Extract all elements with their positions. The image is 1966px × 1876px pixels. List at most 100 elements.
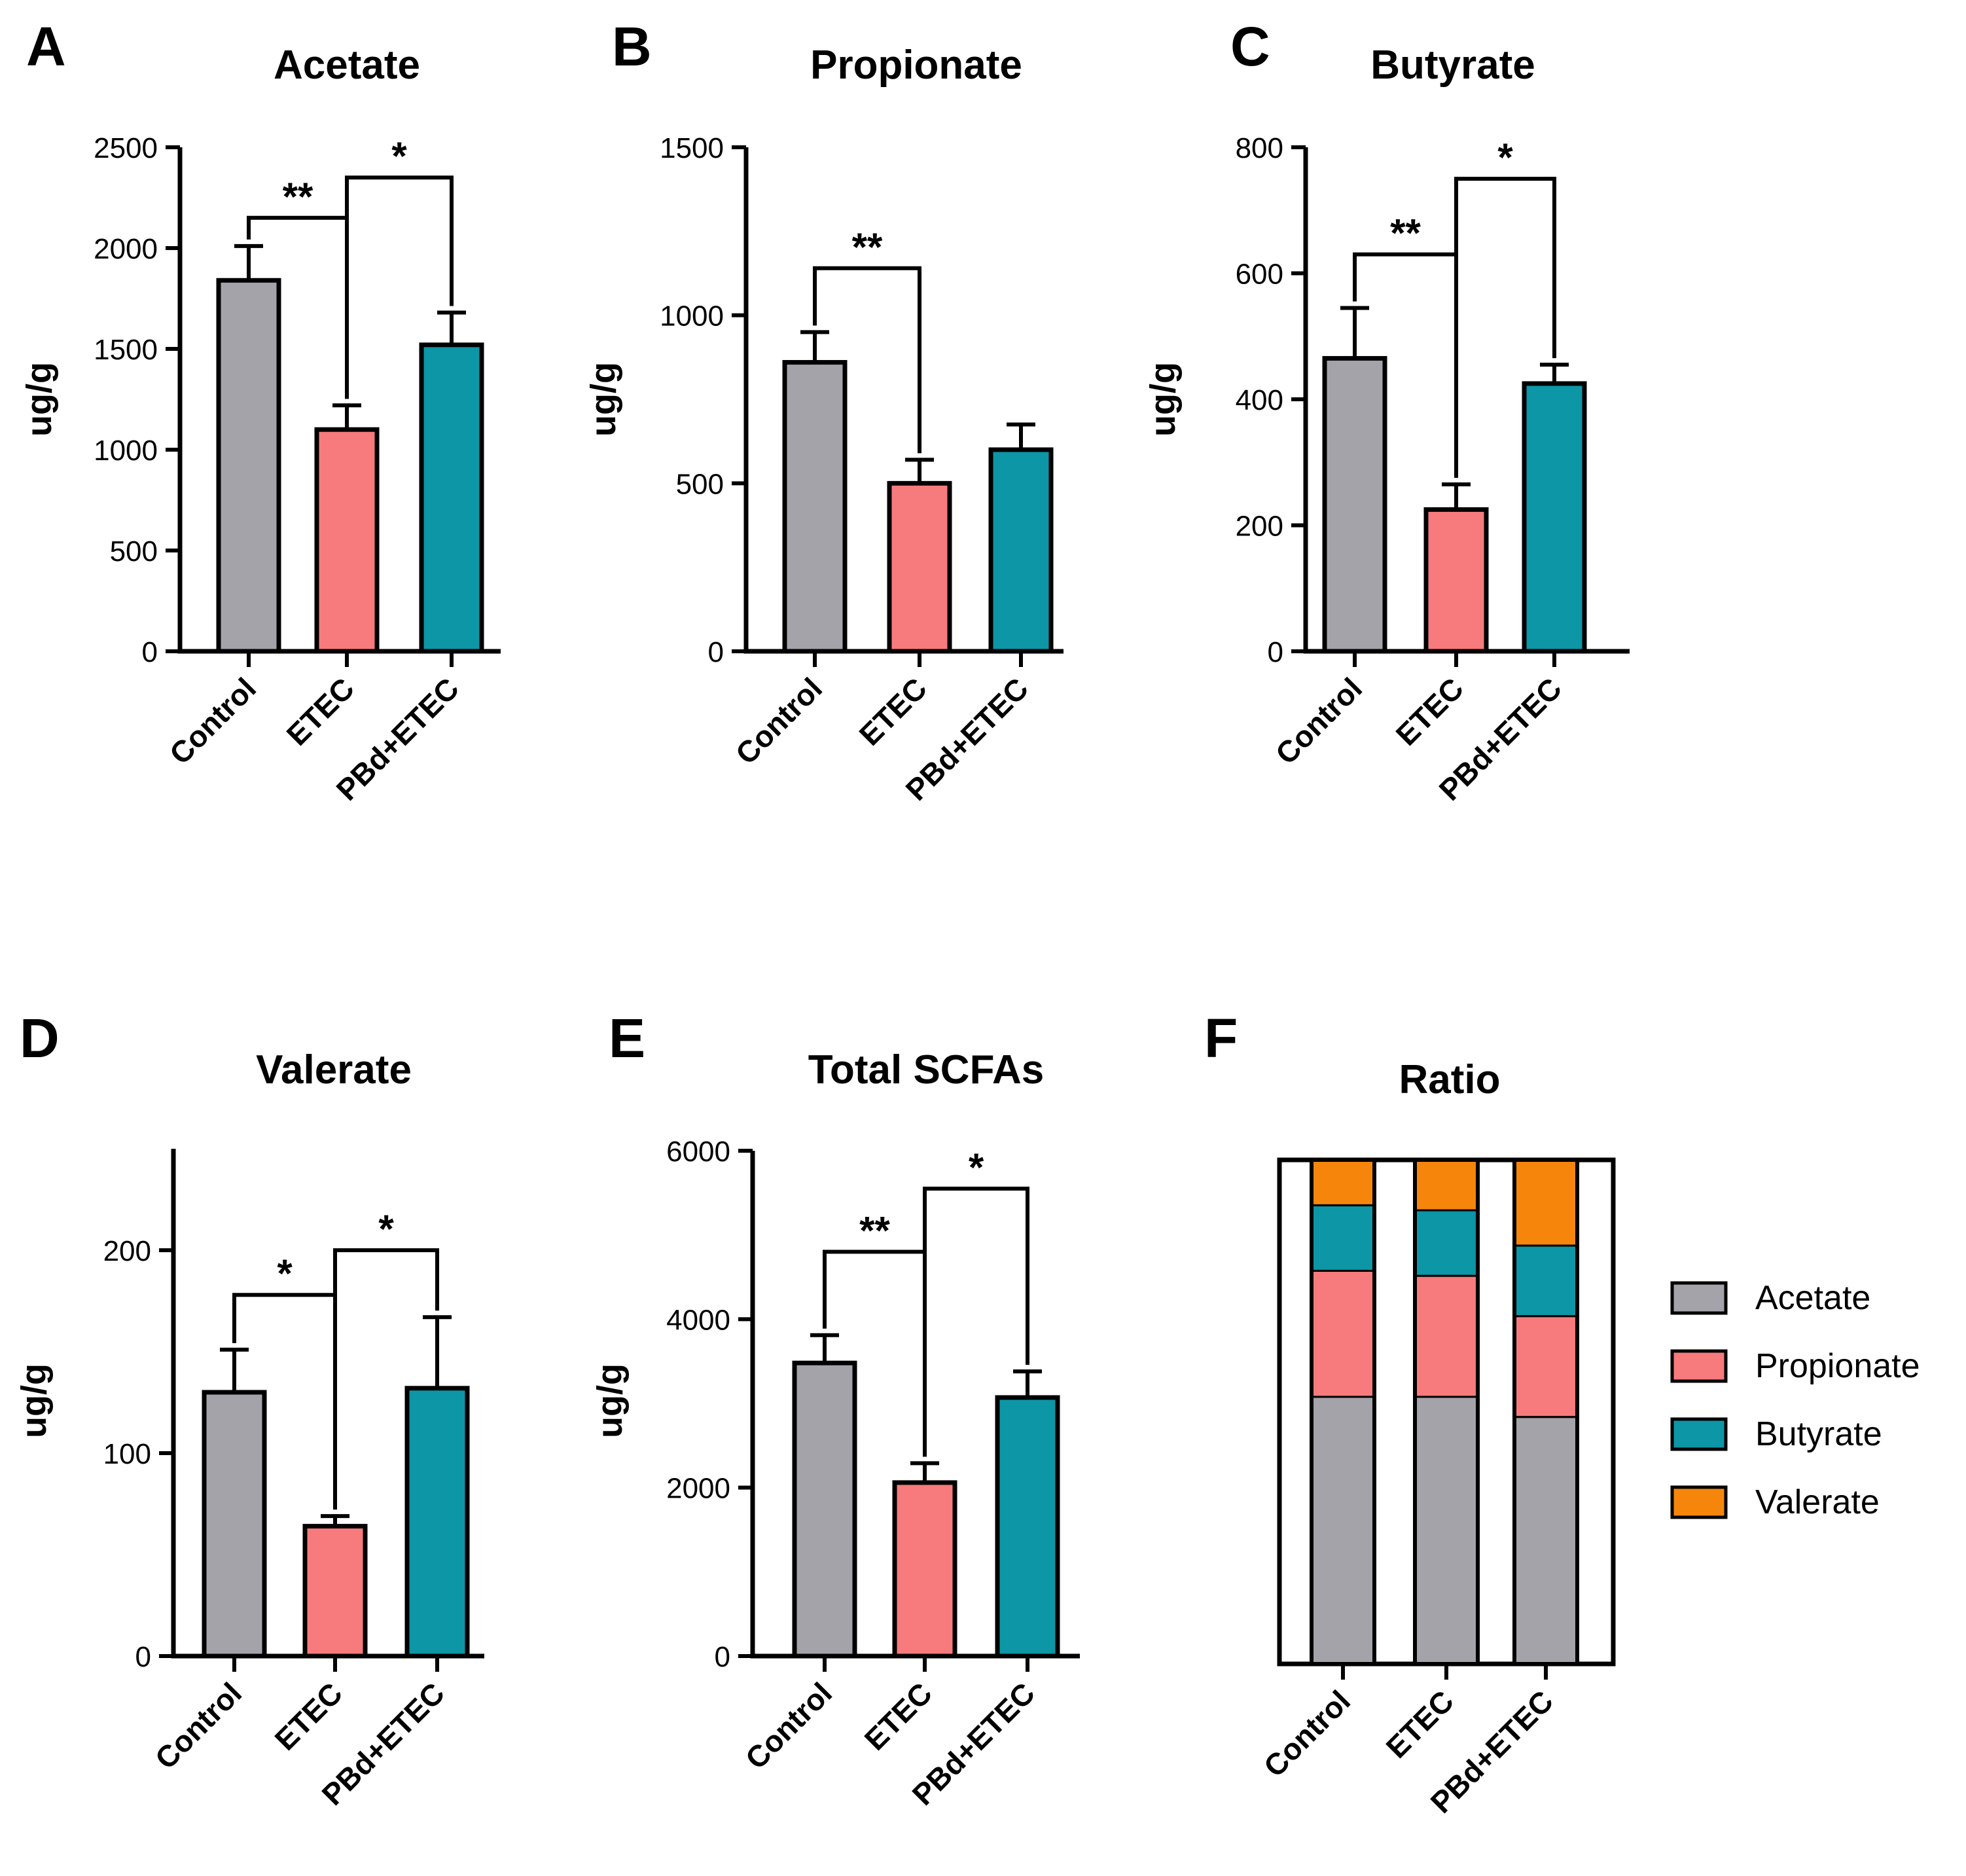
significance-label: ** (283, 175, 313, 219)
panel-label: F (1204, 1007, 1238, 1069)
chart-title: Valerate (256, 1047, 412, 1092)
bar-control (782, 360, 848, 654)
legend-swatch-propionate (1670, 1349, 1728, 1383)
x-tick-label-control: Control (149, 1676, 248, 1775)
y-tick-label: 200 (103, 1235, 151, 1267)
panel-label: C (1230, 16, 1270, 77)
y-axis-label: ug/g (20, 362, 59, 437)
significance-label: * (391, 134, 407, 178)
x-tick-label-etec: ETEC (1380, 1684, 1461, 1765)
legend-swatch-butyrate (1670, 1417, 1728, 1451)
x-tick-label-control: Control (739, 1676, 838, 1775)
panel-label: E (609, 1007, 645, 1069)
significance-bracket (345, 175, 454, 399)
significance-bracket (1454, 177, 1556, 478)
stack-valerate-etec (1414, 1159, 1479, 1212)
y-tick-label: 0 (142, 636, 158, 668)
y-tick-label: 100 (103, 1438, 151, 1470)
significance-bracket (333, 1248, 439, 1510)
bar-control (202, 1390, 267, 1659)
bar-pbd-etec (404, 1386, 470, 1659)
y-tick-label: 500 (110, 535, 158, 568)
bar-pbd-etec (419, 342, 484, 654)
bar-control (216, 278, 281, 654)
bar-etec (302, 1524, 368, 1659)
y-tick-label: 2500 (94, 132, 158, 164)
significance-label: * (378, 1207, 394, 1251)
x-tick-label-etec: ETEC (1389, 671, 1471, 752)
stack-butyrate-control (1310, 1204, 1376, 1272)
significance-label: ** (1390, 211, 1421, 255)
bar-etec (892, 1480, 957, 1659)
bar-pbd-etec (988, 447, 1054, 654)
bar-etec (314, 427, 380, 654)
legend-label-valerate: Valerate (1755, 1483, 1880, 1521)
legend-swatch-acetate (1670, 1281, 1728, 1315)
bar-pbd-etec (995, 1395, 1060, 1659)
chart-panel-e: E Total SCFAs 0 2000 4000 6000 ug/g Control ETEC… (590, 1007, 1080, 1812)
y-tick-label: 1000 (660, 300, 724, 333)
y-tick-label: 0 (135, 1641, 151, 1673)
chart-title: Acetate (274, 43, 420, 88)
x-tick-label-etec: ETEC (268, 1676, 349, 1757)
bar-control (792, 1360, 857, 1659)
chart-title: Ratio (1399, 1057, 1501, 1102)
y-tick-label: 2000 (94, 233, 158, 265)
stack-butyrate-pbd-etec (1513, 1244, 1579, 1318)
significance-label: ** (852, 225, 883, 269)
stack-propionate-etec (1414, 1274, 1479, 1398)
y-tick-label: 0 (715, 1641, 730, 1673)
y-tick-label: 6000 (666, 1136, 730, 1168)
significance-label: * (277, 1252, 293, 1295)
chart-panel-a: A Acetate 0 500 1000 1500 2000 2500 ug/g Control E… (20, 16, 501, 807)
significance-label: * (969, 1145, 984, 1189)
chart-title: Total SCFAs (808, 1047, 1045, 1092)
stack-butyrate-etec (1414, 1209, 1479, 1277)
legend-label-acetate: Acetate (1755, 1279, 1870, 1317)
legend-label-butyrate: Butyrate (1755, 1415, 1882, 1453)
y-tick-label: 4000 (666, 1304, 730, 1336)
panel-label: B (612, 16, 652, 77)
y-tick-label: 1000 (94, 435, 158, 467)
x-tick-label-control: Control (729, 671, 829, 770)
y-tick-label: 0 (1268, 636, 1283, 668)
y-tick-label: 0 (708, 636, 724, 668)
y-tick-label: 600 (1236, 259, 1283, 291)
y-tick-label: 1500 (660, 132, 724, 164)
panel-label: A (26, 16, 66, 77)
stack-acetate-etec (1414, 1396, 1479, 1665)
stack-acetate-pbd-etec (1513, 1416, 1579, 1665)
y-axis-label: ug/g (1143, 362, 1183, 437)
panel-label: D (20, 1007, 60, 1069)
stack-valerate-control (1310, 1159, 1376, 1206)
chart-title: Propionate (810, 43, 1022, 88)
y-tick-label: 1500 (94, 334, 158, 366)
bar-control (1322, 355, 1387, 654)
x-tick-label-etec: ETEC (853, 671, 934, 752)
legend-swatch-valerate (1670, 1485, 1728, 1519)
y-axis-label: ug/g (590, 1363, 630, 1438)
x-tick-label-control: Control (1257, 1684, 1357, 1783)
y-tick-label: 500 (676, 468, 724, 500)
y-axis-label: ug/g (14, 1363, 54, 1438)
stack-propionate-pbd-etec (1513, 1315, 1579, 1418)
y-tick-label: 800 (1236, 132, 1283, 164)
legend-label-propionate: Propionate (1755, 1347, 1920, 1385)
significance-label: * (1497, 135, 1513, 179)
stack-propionate-control (1310, 1269, 1376, 1398)
bar-etec (887, 480, 952, 654)
chart-title: Butyrate (1370, 43, 1535, 88)
significance-label: ** (859, 1208, 890, 1252)
x-tick-label-control: Control (163, 671, 262, 770)
y-tick-label: 400 (1236, 384, 1283, 416)
y-tick-label: 2000 (666, 1473, 730, 1505)
y-axis-label: ug/g (584, 362, 623, 437)
x-tick-label-etec: ETEC (858, 1676, 939, 1757)
bar-pbd-etec (1522, 381, 1587, 654)
y-tick-label: 200 (1236, 511, 1283, 543)
